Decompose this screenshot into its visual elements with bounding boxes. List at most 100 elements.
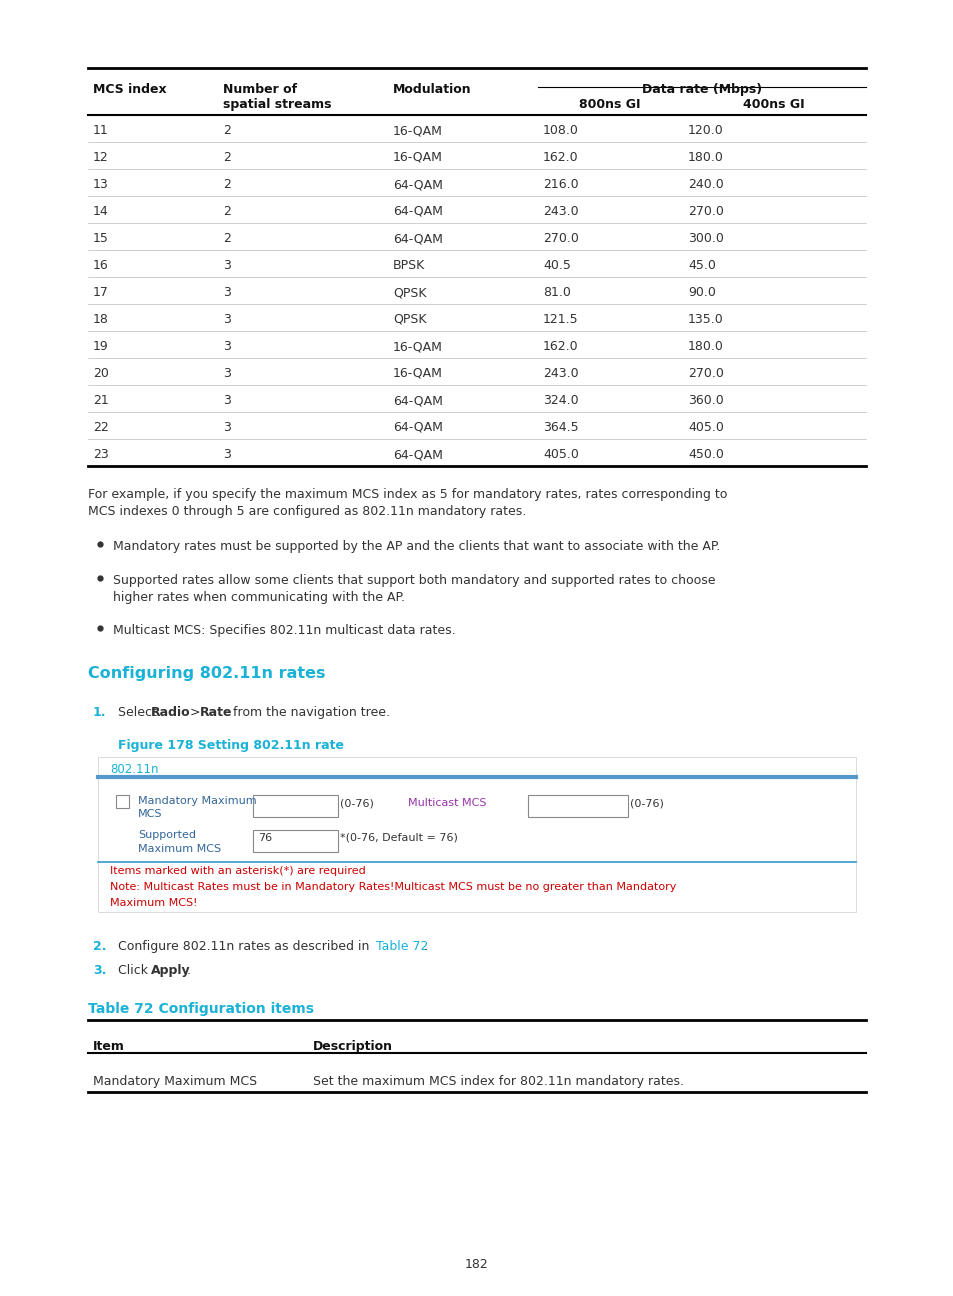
Bar [253,794,337,816]
Text: 182: 182 [465,1258,488,1271]
Text: Description: Description [313,1039,393,1052]
Text: .: . [423,940,428,953]
Text: 405.0: 405.0 [542,448,578,461]
Text: 76: 76 [257,833,272,842]
Text: 19: 19 [92,340,109,353]
Bar [98,757,855,912]
Text: 3: 3 [223,340,231,353]
Text: >: > [186,706,204,719]
Text: Data rate (Mbps): Data rate (Mbps) [641,83,761,96]
Text: 12: 12 [92,152,109,165]
Text: 135.0: 135.0 [687,314,723,327]
Text: 270.0: 270.0 [687,205,723,218]
Text: 300.0: 300.0 [687,232,723,245]
Text: Multicast MCS: Multicast MCS [408,798,486,807]
Text: 64-QAM: 64-QAM [393,205,442,218]
Text: Maximum MCS!: Maximum MCS! [110,898,197,908]
Text: 13: 13 [92,178,109,191]
Text: Modulation: Modulation [393,83,471,96]
Bar [527,794,627,816]
Text: 121.5: 121.5 [542,314,578,327]
Text: Radio: Radio [151,706,191,719]
Text: 2: 2 [223,124,231,137]
Text: 120.0: 120.0 [687,124,723,137]
Text: Note: Multicast Rates must be in Mandatory Rates!Multicast MCS must be no greate: Note: Multicast Rates must be in Mandato… [110,883,676,892]
Text: Table 72: Table 72 [375,940,428,953]
Text: MCS: MCS [138,809,162,819]
Text: 360.0: 360.0 [687,394,723,407]
Text: Set the maximum MCS index for 802.11n mandatory rates.: Set the maximum MCS index for 802.11n ma… [313,1074,683,1089]
Text: 3: 3 [223,421,231,434]
Text: 270.0: 270.0 [542,232,578,245]
Text: Supported rates allow some clients that support both mandatory and supported rat: Supported rates allow some clients that … [112,574,715,587]
Text: 3: 3 [223,448,231,461]
Text: 2: 2 [223,152,231,165]
Text: 243.0: 243.0 [542,367,578,380]
Text: higher rates when communicating with the AP.: higher rates when communicating with the… [112,591,405,604]
Bar [253,829,337,851]
Text: Items marked with an asterisk(*) are required: Items marked with an asterisk(*) are req… [110,866,365,876]
Text: 22: 22 [92,421,109,434]
Text: Mandatory Maximum MCS: Mandatory Maximum MCS [92,1074,257,1089]
Text: 162.0: 162.0 [542,152,578,165]
Text: (0-76): (0-76) [629,798,663,807]
Text: Supported: Supported [138,829,195,840]
Text: 3.: 3. [92,964,107,977]
Text: Select: Select [118,706,161,719]
Text: from the navigation tree.: from the navigation tree. [229,706,390,719]
Text: 45.0: 45.0 [687,259,715,272]
Text: MCS index: MCS index [92,83,167,96]
Text: 64-QAM: 64-QAM [393,232,442,245]
Text: Configuring 802.11n rates: Configuring 802.11n rates [88,666,325,680]
Bar [116,794,129,807]
Text: 3: 3 [223,394,231,407]
Text: 81.0: 81.0 [542,286,570,299]
Text: 2: 2 [223,205,231,218]
Text: 1.: 1. [92,706,107,719]
Text: 16-QAM: 16-QAM [393,152,442,165]
Text: 364.5: 364.5 [542,421,578,434]
Text: 17: 17 [92,286,109,299]
Text: spatial streams: spatial streams [223,98,331,111]
Text: 11: 11 [92,124,109,137]
Text: 3: 3 [223,286,231,299]
Text: MCS indexes 0 through 5 are configured as 802.11n mandatory rates.: MCS indexes 0 through 5 are configured a… [88,505,526,518]
Text: 180.0: 180.0 [687,152,723,165]
Text: 14: 14 [92,205,109,218]
Text: BPSK: BPSK [393,259,425,272]
Text: 2.: 2. [92,940,107,953]
Text: Item: Item [92,1039,125,1052]
Text: 23: 23 [92,448,109,461]
Text: 20: 20 [92,367,109,380]
Text: Number of: Number of [223,83,296,96]
Text: 450.0: 450.0 [687,448,723,461]
Text: .: . [187,964,191,977]
Text: 64-QAM: 64-QAM [393,421,442,434]
Text: 324.0: 324.0 [542,394,578,407]
Text: (0-76): (0-76) [339,798,374,807]
Text: QPSK: QPSK [393,314,426,327]
Text: 16-QAM: 16-QAM [393,367,442,380]
Text: 40.5: 40.5 [542,259,570,272]
Text: 18: 18 [92,314,109,327]
Text: Mandatory Maximum: Mandatory Maximum [138,796,256,806]
Text: 180.0: 180.0 [687,340,723,353]
Text: Table 72 Configuration items: Table 72 Configuration items [88,1002,314,1016]
Text: 216.0: 216.0 [542,178,578,191]
Text: 240.0: 240.0 [687,178,723,191]
Text: QPSK: QPSK [393,286,426,299]
Text: 64-QAM: 64-QAM [393,394,442,407]
Text: 16-QAM: 16-QAM [393,340,442,353]
Text: 162.0: 162.0 [542,340,578,353]
Text: 2: 2 [223,178,231,191]
Text: Apply: Apply [151,964,191,977]
Text: 802.11n: 802.11n [110,763,158,776]
Text: Click: Click [118,964,152,977]
Text: Mandatory rates must be supported by the AP and the clients that want to associa: Mandatory rates must be supported by the… [112,540,720,553]
Text: 108.0: 108.0 [542,124,578,137]
Text: Multicast MCS: Specifies 802.11n multicast data rates.: Multicast MCS: Specifies 802.11n multica… [112,623,456,638]
Text: 16-QAM: 16-QAM [393,124,442,137]
Text: 90.0: 90.0 [687,286,715,299]
Text: 3: 3 [223,314,231,327]
Text: 64-QAM: 64-QAM [393,178,442,191]
